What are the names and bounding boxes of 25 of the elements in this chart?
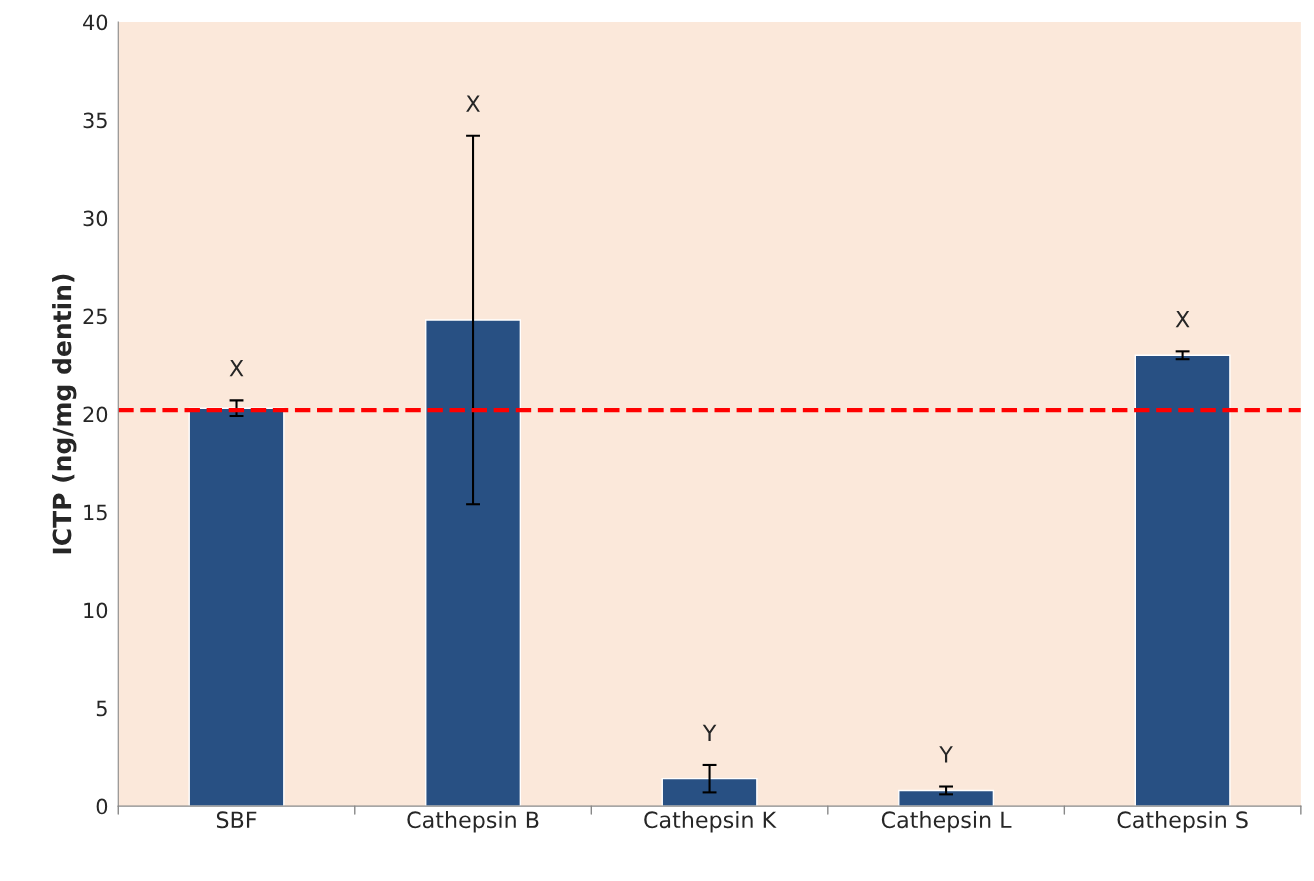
y-axis-title: ICTP (ng/mg dentin) [52, 274, 77, 554]
y-tick-label: 0 [96, 798, 108, 815]
bar [1134, 354, 1231, 807]
x-tick-label: Cathepsin K [644, 810, 777, 833]
bar [425, 319, 522, 807]
x-tick-label: Cathepsin B [407, 810, 539, 833]
annotation: Y [702, 724, 717, 741]
y-tick-label: 30 [83, 210, 108, 227]
bar [661, 777, 758, 807]
x-tick-label: Cathepsin L [881, 810, 1012, 833]
y-tick-label: 40 [83, 14, 108, 31]
x-tick-label: Cathepsin S [1117, 810, 1248, 833]
annotation: Y [939, 746, 953, 763]
annotation: X [229, 360, 244, 377]
y-tick-label: 20 [83, 406, 108, 423]
y-tick-label: 10 [84, 602, 108, 619]
annotation: X [466, 95, 480, 112]
bar [188, 407, 285, 807]
y-tick-label: 35 [83, 112, 107, 129]
bar [898, 789, 995, 807]
y-tick-label: 5 [96, 700, 107, 717]
annotation: X [1175, 311, 1190, 328]
y-tick-label: 25 [83, 308, 107, 325]
x-tick-label: SBF [216, 811, 257, 829]
y-tick-label: 15 [84, 504, 107, 521]
